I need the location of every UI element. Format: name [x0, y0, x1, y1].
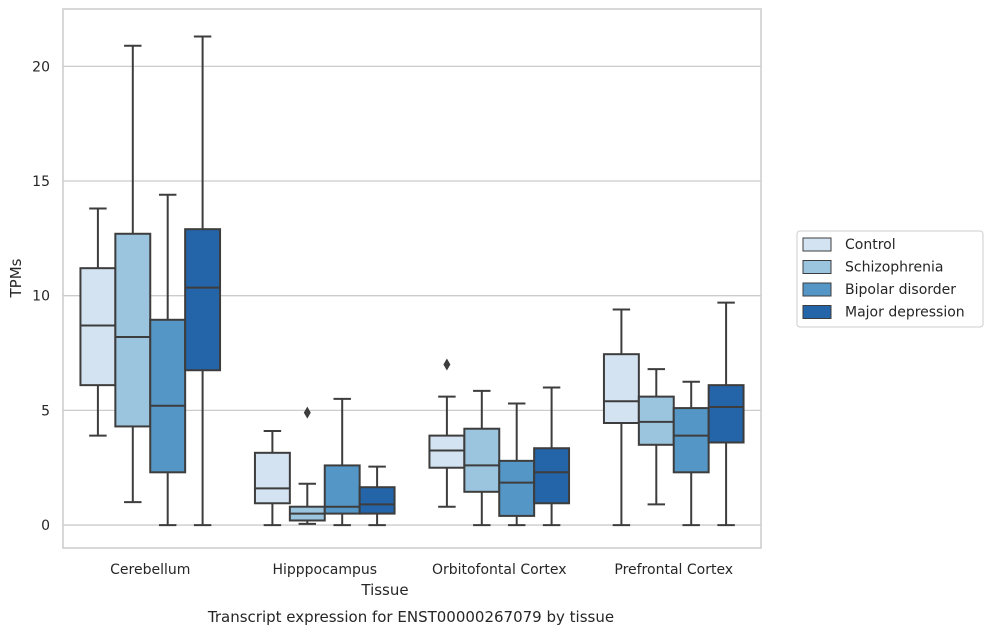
box-3-2: [533, 386, 571, 527]
y-tick-label-0: 0: [41, 518, 50, 534]
box-0-3: [602, 308, 640, 527]
box-1-1: [288, 406, 326, 525]
box-3-0: [184, 35, 222, 527]
x-tick-label-3: Prefrontal Cortex: [614, 562, 733, 578]
plot-frame: [62, 8, 762, 549]
box-iqr: [184, 228, 222, 372]
box-iqr: [707, 384, 745, 444]
box-iqr: [358, 486, 396, 515]
outlier-point-0: [303, 406, 311, 419]
box-iqr: [428, 434, 466, 469]
legend-frame: [796, 230, 984, 328]
legend-swatch-3: [802, 305, 832, 319]
y-tick-label-20: 20: [32, 59, 50, 75]
x-tick-label-1: Hipppocampus: [272, 562, 377, 578]
box-3-1: [358, 465, 396, 527]
x-tick-label-2: Orbitofontal Cortex: [432, 562, 567, 578]
box-iqr: [498, 459, 536, 517]
legend-label-1: Schizophrenia: [845, 260, 943, 276]
legend-swatch-2: [802, 282, 832, 297]
legend-entries: Control Schizophrenia Bipolar disorder Majo…: [802, 237, 965, 321]
box-iqr: [672, 407, 710, 474]
legend-label-0: Control: [845, 237, 896, 253]
outlier-point-0: [443, 358, 451, 371]
legend-label-3: Major depression: [845, 305, 965, 321]
box-iqr: [533, 447, 571, 505]
x-tick-label-0: Cerebellum: [110, 562, 190, 578]
x-tick-labels: Cerebellum Hipppocampus Orbitofontal Corte…: [110, 562, 733, 578]
box-iqr: [637, 395, 675, 446]
chart-caption: Transcript expression for ENST0000026707…: [207, 608, 614, 626]
y-tick-label-10: 10: [32, 289, 50, 305]
y-axis-label: TPMs: [7, 258, 25, 298]
box-2-0: [149, 193, 187, 527]
legend-swatch-1: [802, 260, 832, 274]
y-tick-label-5: 5: [41, 403, 50, 419]
box-0-2: [428, 358, 466, 508]
legend-swatch-0: [802, 237, 832, 252]
box-1-3: [637, 368, 675, 506]
box-iqr: [149, 318, 187, 474]
box-iqr: [253, 451, 291, 505]
box-iqr: [114, 232, 152, 428]
box-0-0: [79, 207, 117, 437]
y-tick-labels: 0 5 10 15 20: [32, 59, 50, 534]
box-1-2: [463, 389, 501, 527]
y-tick-label-15: 15: [32, 174, 50, 190]
box-2-3: [672, 380, 710, 527]
box-3-3: [707, 301, 745, 527]
box-2-1: [323, 397, 361, 527]
box-0-1: [253, 430, 291, 527]
legend-label-2: Bipolar disorder: [845, 282, 956, 298]
boxes: [79, 35, 745, 527]
box-iqr: [463, 427, 501, 493]
box-iqr: [602, 353, 640, 424]
legend: Control Schizophrenia Bipolar disorder Majo…: [796, 230, 984, 328]
box-1-0: [114, 44, 152, 504]
box-iqr: [79, 267, 117, 387]
x-axis-label: Tissue: [360, 581, 408, 599]
